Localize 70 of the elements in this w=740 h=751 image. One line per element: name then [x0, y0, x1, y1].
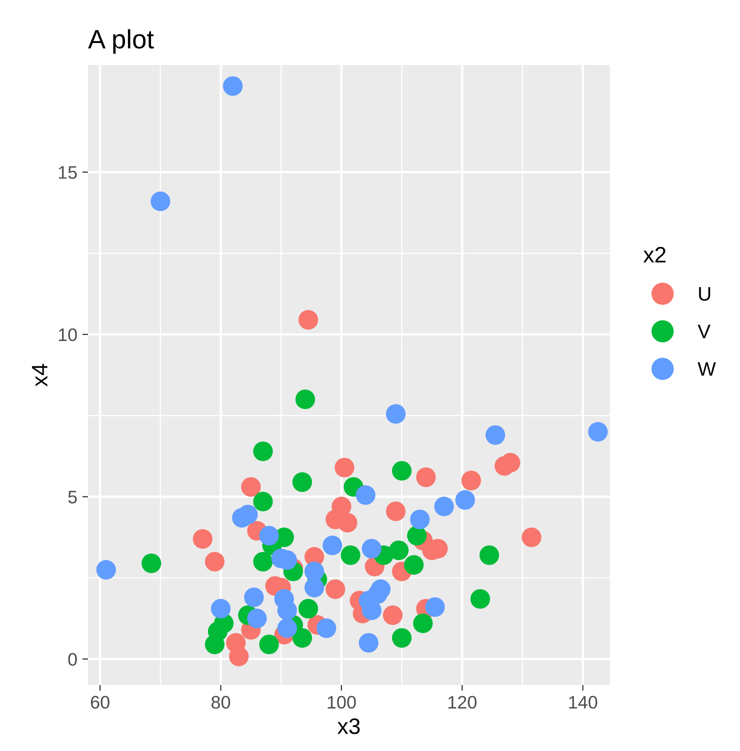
- point: [304, 562, 324, 582]
- legend-title: x2: [643, 246, 666, 262]
- x-tick-label: 80: [212, 696, 230, 709]
- point: [362, 538, 382, 558]
- point: [253, 492, 273, 512]
- y-tick-label: 0: [68, 652, 77, 666]
- point: [322, 536, 342, 556]
- point: [455, 490, 475, 510]
- point: [204, 552, 225, 572]
- point: [292, 472, 312, 492]
- point: [407, 526, 427, 546]
- point: [392, 628, 412, 648]
- point: [338, 512, 358, 533]
- point: [388, 540, 409, 560]
- point: [334, 458, 354, 478]
- y-tick-label: 10: [58, 328, 77, 342]
- point: [192, 529, 212, 549]
- y-tick-label: 15: [58, 166, 77, 179]
- point: [277, 600, 297, 620]
- chart-title: A plot: [88, 29, 154, 54]
- point: [259, 526, 279, 546]
- y-tick-label: 5: [68, 490, 77, 504]
- point: [434, 496, 454, 516]
- point: [244, 588, 264, 608]
- point: [241, 477, 261, 497]
- x-tick-label: 140: [569, 696, 598, 709]
- point: [229, 646, 249, 666]
- point: [259, 634, 279, 654]
- point: [392, 460, 412, 481]
- point: [588, 422, 608, 442]
- point: [247, 608, 267, 628]
- legend-label: V: [698, 324, 710, 338]
- point: [386, 404, 406, 424]
- point: [386, 502, 406, 522]
- point: [470, 589, 490, 609]
- x-axis-title: x3: [338, 718, 360, 734]
- point: [425, 597, 445, 617]
- point: [316, 618, 336, 638]
- point: [326, 579, 346, 600]
- point: [522, 527, 542, 548]
- point: [96, 560, 116, 580]
- point: [461, 470, 482, 490]
- point: [486, 425, 506, 445]
- y-axis-title: x4: [32, 364, 48, 386]
- legend-label: W: [698, 362, 716, 376]
- point: [340, 545, 360, 565]
- point: [277, 618, 297, 638]
- point: [404, 555, 424, 575]
- point: [253, 441, 273, 462]
- point: [479, 545, 500, 565]
- point: [413, 614, 433, 634]
- point: [223, 76, 243, 96]
- legend-label: U: [699, 287, 710, 301]
- point: [416, 467, 436, 488]
- point: [298, 310, 318, 330]
- point: [298, 598, 318, 619]
- point: [150, 192, 170, 212]
- point: [382, 605, 403, 626]
- point: [238, 504, 258, 524]
- point: [210, 598, 231, 619]
- point: [253, 552, 273, 572]
- x-tick-label: 60: [90, 696, 110, 709]
- point: [356, 485, 376, 505]
- point: [304, 578, 324, 598]
- x-tick-label: 120: [448, 696, 477, 709]
- point: [358, 632, 378, 653]
- point: [295, 390, 316, 410]
- x-tick-label: 100: [328, 696, 356, 709]
- point: [410, 510, 430, 530]
- point: [142, 553, 162, 574]
